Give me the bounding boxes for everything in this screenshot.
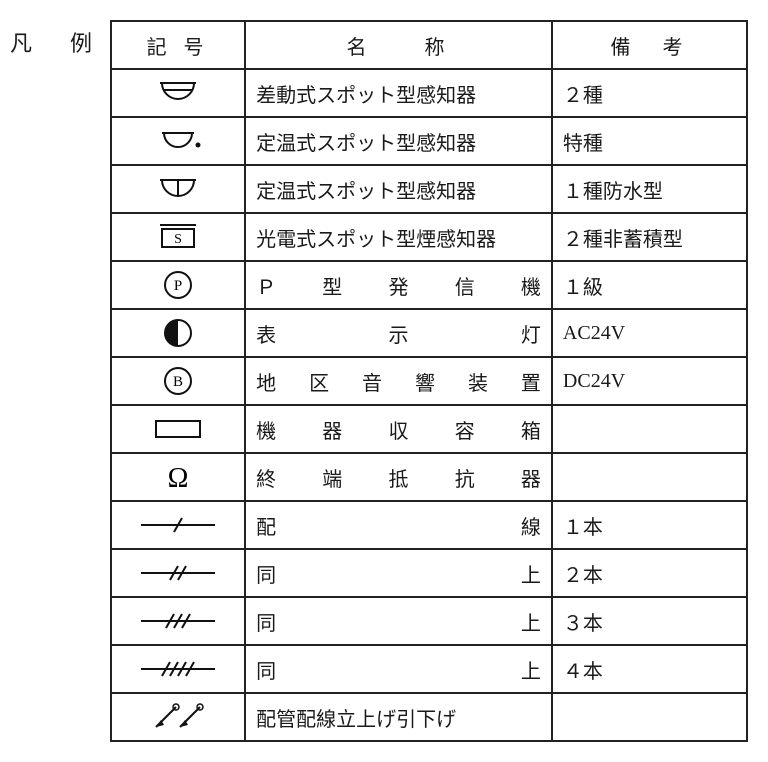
name-cell: 機 器 収 容 箱 [245,405,552,453]
symbol-cell: S [111,213,245,261]
name-cell: 配管配線立上げ引下げ [245,693,552,741]
name-cell: 表 示 灯 [245,309,552,357]
name-cell: 光電式スポット型煙感知器 [245,213,552,261]
name-cell: 同 上 [245,597,552,645]
circle-b-icon: B [122,362,234,400]
table-row: S 光電式スポット型煙感知器２種非蓄積型 [111,213,747,261]
table-row: P Ｐ 型 発 信 機１級 [111,261,747,309]
name-cell: 差動式スポット型感知器 [245,69,552,117]
name-cell: 配 線 [245,501,552,549]
name-cell: 終 端 抵 抗 器 [245,453,552,501]
wire-4-icon [122,650,234,688]
name-cell: 地 区 音 響 装 置 [245,357,552,405]
wire-3-icon [122,602,234,640]
note-cell: １本 [552,501,747,549]
name-cell: 同 上 [245,549,552,597]
omega-icon: Ω [122,458,234,496]
wire-2-icon [122,554,234,592]
fixed-spot-dot-icon [122,122,234,160]
symbol-cell [111,309,245,357]
note-cell [552,693,747,741]
symbol-cell [111,69,245,117]
table-row: 機 器 収 容 箱 [111,405,747,453]
symbol-cell [111,117,245,165]
symbol-cell [111,549,245,597]
name-cell: 定温式スポット型感知器 [245,165,552,213]
svg-text:B: B [173,374,183,390]
symbol-cell: B [111,357,245,405]
note-cell: AC24V [552,309,747,357]
table-row: 配 線１本 [111,501,747,549]
svg-text:P: P [174,278,182,294]
table-row: 同 上３本 [111,597,747,645]
symbol-cell [111,501,245,549]
note-cell: １級 [552,261,747,309]
name-cell: 定温式スポット型感知器 [245,117,552,165]
half-circle-icon [122,314,234,352]
symbol-cell [111,693,245,741]
riser-icon [122,698,234,736]
wire-1-icon [122,506,234,544]
symbol-cell [111,645,245,693]
fixed-spot-bar-icon [122,170,234,208]
table-row: B 地 区 音 響 装 置DC24V [111,357,747,405]
header-name: 名 称 [245,21,552,69]
symbol-cell [111,165,245,213]
diff-spot-icon [122,74,234,112]
legend-title: 凡 例 [10,20,110,58]
note-cell [552,453,747,501]
header-note: 備 考 [552,21,747,69]
table-row: 配管配線立上げ引下げ [111,693,747,741]
header-symbol: 記 号 [111,21,245,69]
note-cell: ２種 [552,69,747,117]
note-cell: １種防水型 [552,165,747,213]
note-cell: 特種 [552,117,747,165]
symbol-cell [111,597,245,645]
symbol-cell: Ω [111,453,245,501]
name-cell: 同 上 [245,645,552,693]
note-cell: ２種非蓄積型 [552,213,747,261]
table-row: 同 上４本 [111,645,747,693]
circle-p-icon: P [122,266,234,304]
note-cell: ３本 [552,597,747,645]
name-cell: Ｐ 型 発 信 機 [245,261,552,309]
note-cell [552,405,747,453]
table-row: 差動式スポット型感知器２種 [111,69,747,117]
table-row: Ω終 端 抵 抗 器 [111,453,747,501]
rect-box-icon [122,410,234,448]
note-cell: ４本 [552,645,747,693]
svg-text:Ω: Ω [168,463,189,494]
table-row: 定温式スポット型感知器特種 [111,117,747,165]
table-row: 定温式スポット型感知器１種防水型 [111,165,747,213]
smoke-s-icon: S [122,218,234,256]
svg-text:S: S [174,232,182,247]
legend-table: 記 号 名 称 備 考 差動式スポット型感知器２種定温式スポット型感知器特種定温… [110,20,748,742]
symbol-cell: P [111,261,245,309]
symbol-cell [111,405,245,453]
table-row: 表 示 灯AC24V [111,309,747,357]
note-cell: ２本 [552,549,747,597]
table-row: 同 上２本 [111,549,747,597]
note-cell: DC24V [552,357,747,405]
